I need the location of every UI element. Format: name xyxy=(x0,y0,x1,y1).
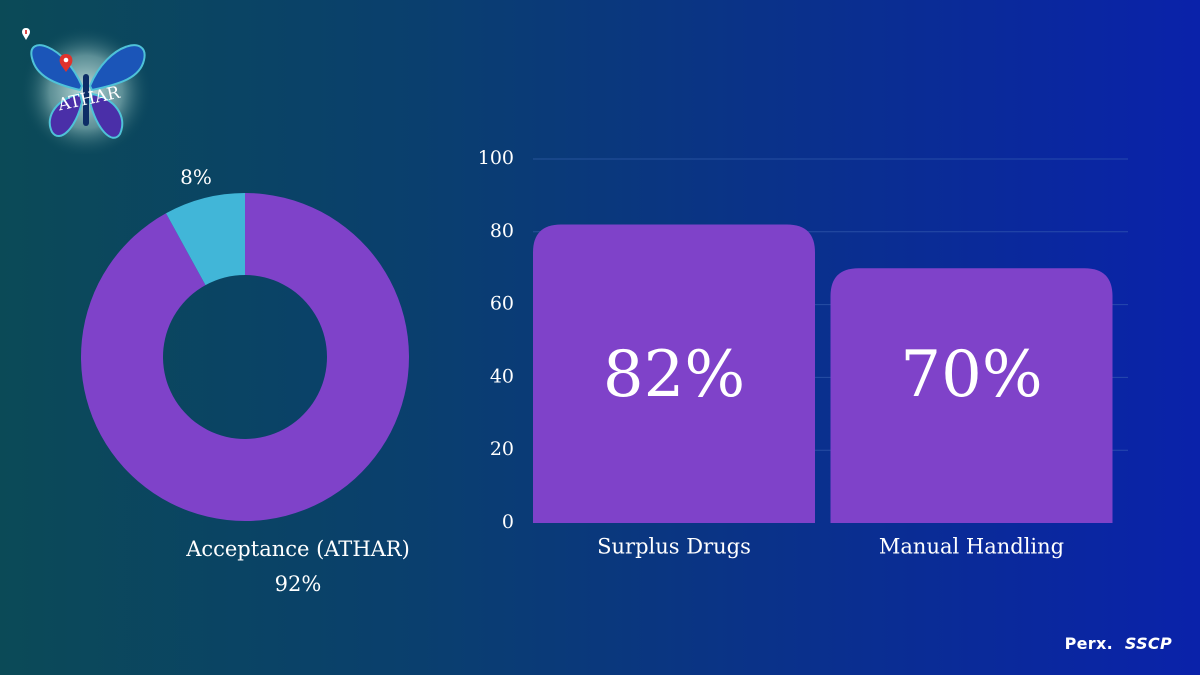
donut-category-label: Acceptance (ATHAR) xyxy=(186,537,410,561)
alert-pin-icon xyxy=(22,28,30,40)
y-tick-label: 40 xyxy=(490,365,514,387)
sscp-logo-text: SSCP xyxy=(1124,634,1172,653)
bar-data-label: 82% xyxy=(603,338,745,412)
butterfly-icon xyxy=(30,44,146,139)
y-tick-label: 60 xyxy=(490,293,514,315)
footer-brand: Perx. SSCP xyxy=(1065,634,1172,653)
y-tick-label: 80 xyxy=(490,220,514,242)
y-tick-label: 0 xyxy=(502,511,514,533)
athar-logo: ATHAR xyxy=(20,26,152,154)
y-tick-label: 100 xyxy=(478,147,514,169)
bar-data-label: 70% xyxy=(900,338,1042,412)
bar-manual-handling xyxy=(830,268,1113,523)
donut-slice-label-small: 8% xyxy=(180,165,212,189)
x-category-label: Surplus Drugs xyxy=(597,535,751,559)
donut-value-label: 92% xyxy=(274,572,322,596)
bar-surplus-drugs xyxy=(533,224,815,523)
y-tick-label: 20 xyxy=(490,438,514,460)
x-category-label: Manual Handling xyxy=(879,535,1064,559)
location-pin-icon xyxy=(59,54,73,72)
perx-logo-text: Perx. xyxy=(1064,634,1113,653)
